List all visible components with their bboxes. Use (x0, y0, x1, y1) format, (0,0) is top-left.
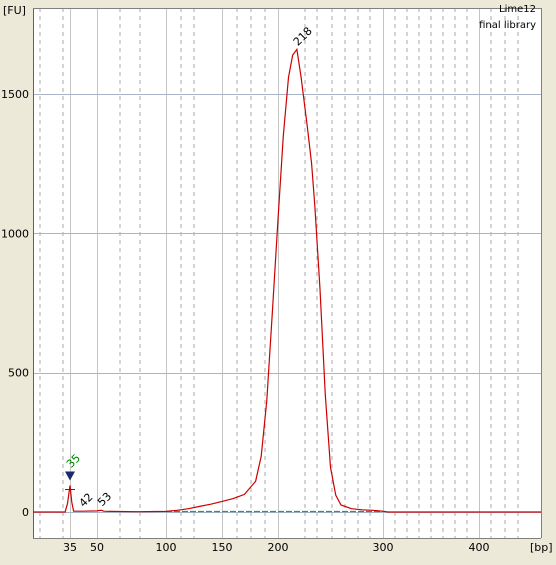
series-line (33, 47, 541, 513)
y-axis-label: [FU] (3, 4, 26, 17)
y-tick-label: 1000 (1, 227, 29, 240)
x-tick-label: 35 (63, 541, 77, 554)
x-tick-label: 400 (469, 541, 490, 554)
x-tick-label: 300 (373, 541, 394, 554)
y-tick-label: 0 (22, 506, 29, 519)
y-tick-label: 1500 (1, 88, 29, 101)
y-tick-label: 500 (8, 367, 29, 380)
legend-sample-name: Lime12 (499, 4, 536, 15)
series-layer (33, 47, 541, 513)
x-tick-label: 150 (212, 541, 233, 554)
x-tick-label: 100 (156, 541, 177, 554)
x-axis-label: [bp] (530, 541, 553, 554)
x-tick-label: 50 (90, 541, 104, 554)
x-tick-label: 200 (268, 541, 289, 554)
legend-sample-description: final library (479, 20, 536, 31)
peak-marker (65, 471, 75, 481)
axes: 0 500 1000 1500 35 50 100 150 200 300 400 (1, 8, 542, 554)
